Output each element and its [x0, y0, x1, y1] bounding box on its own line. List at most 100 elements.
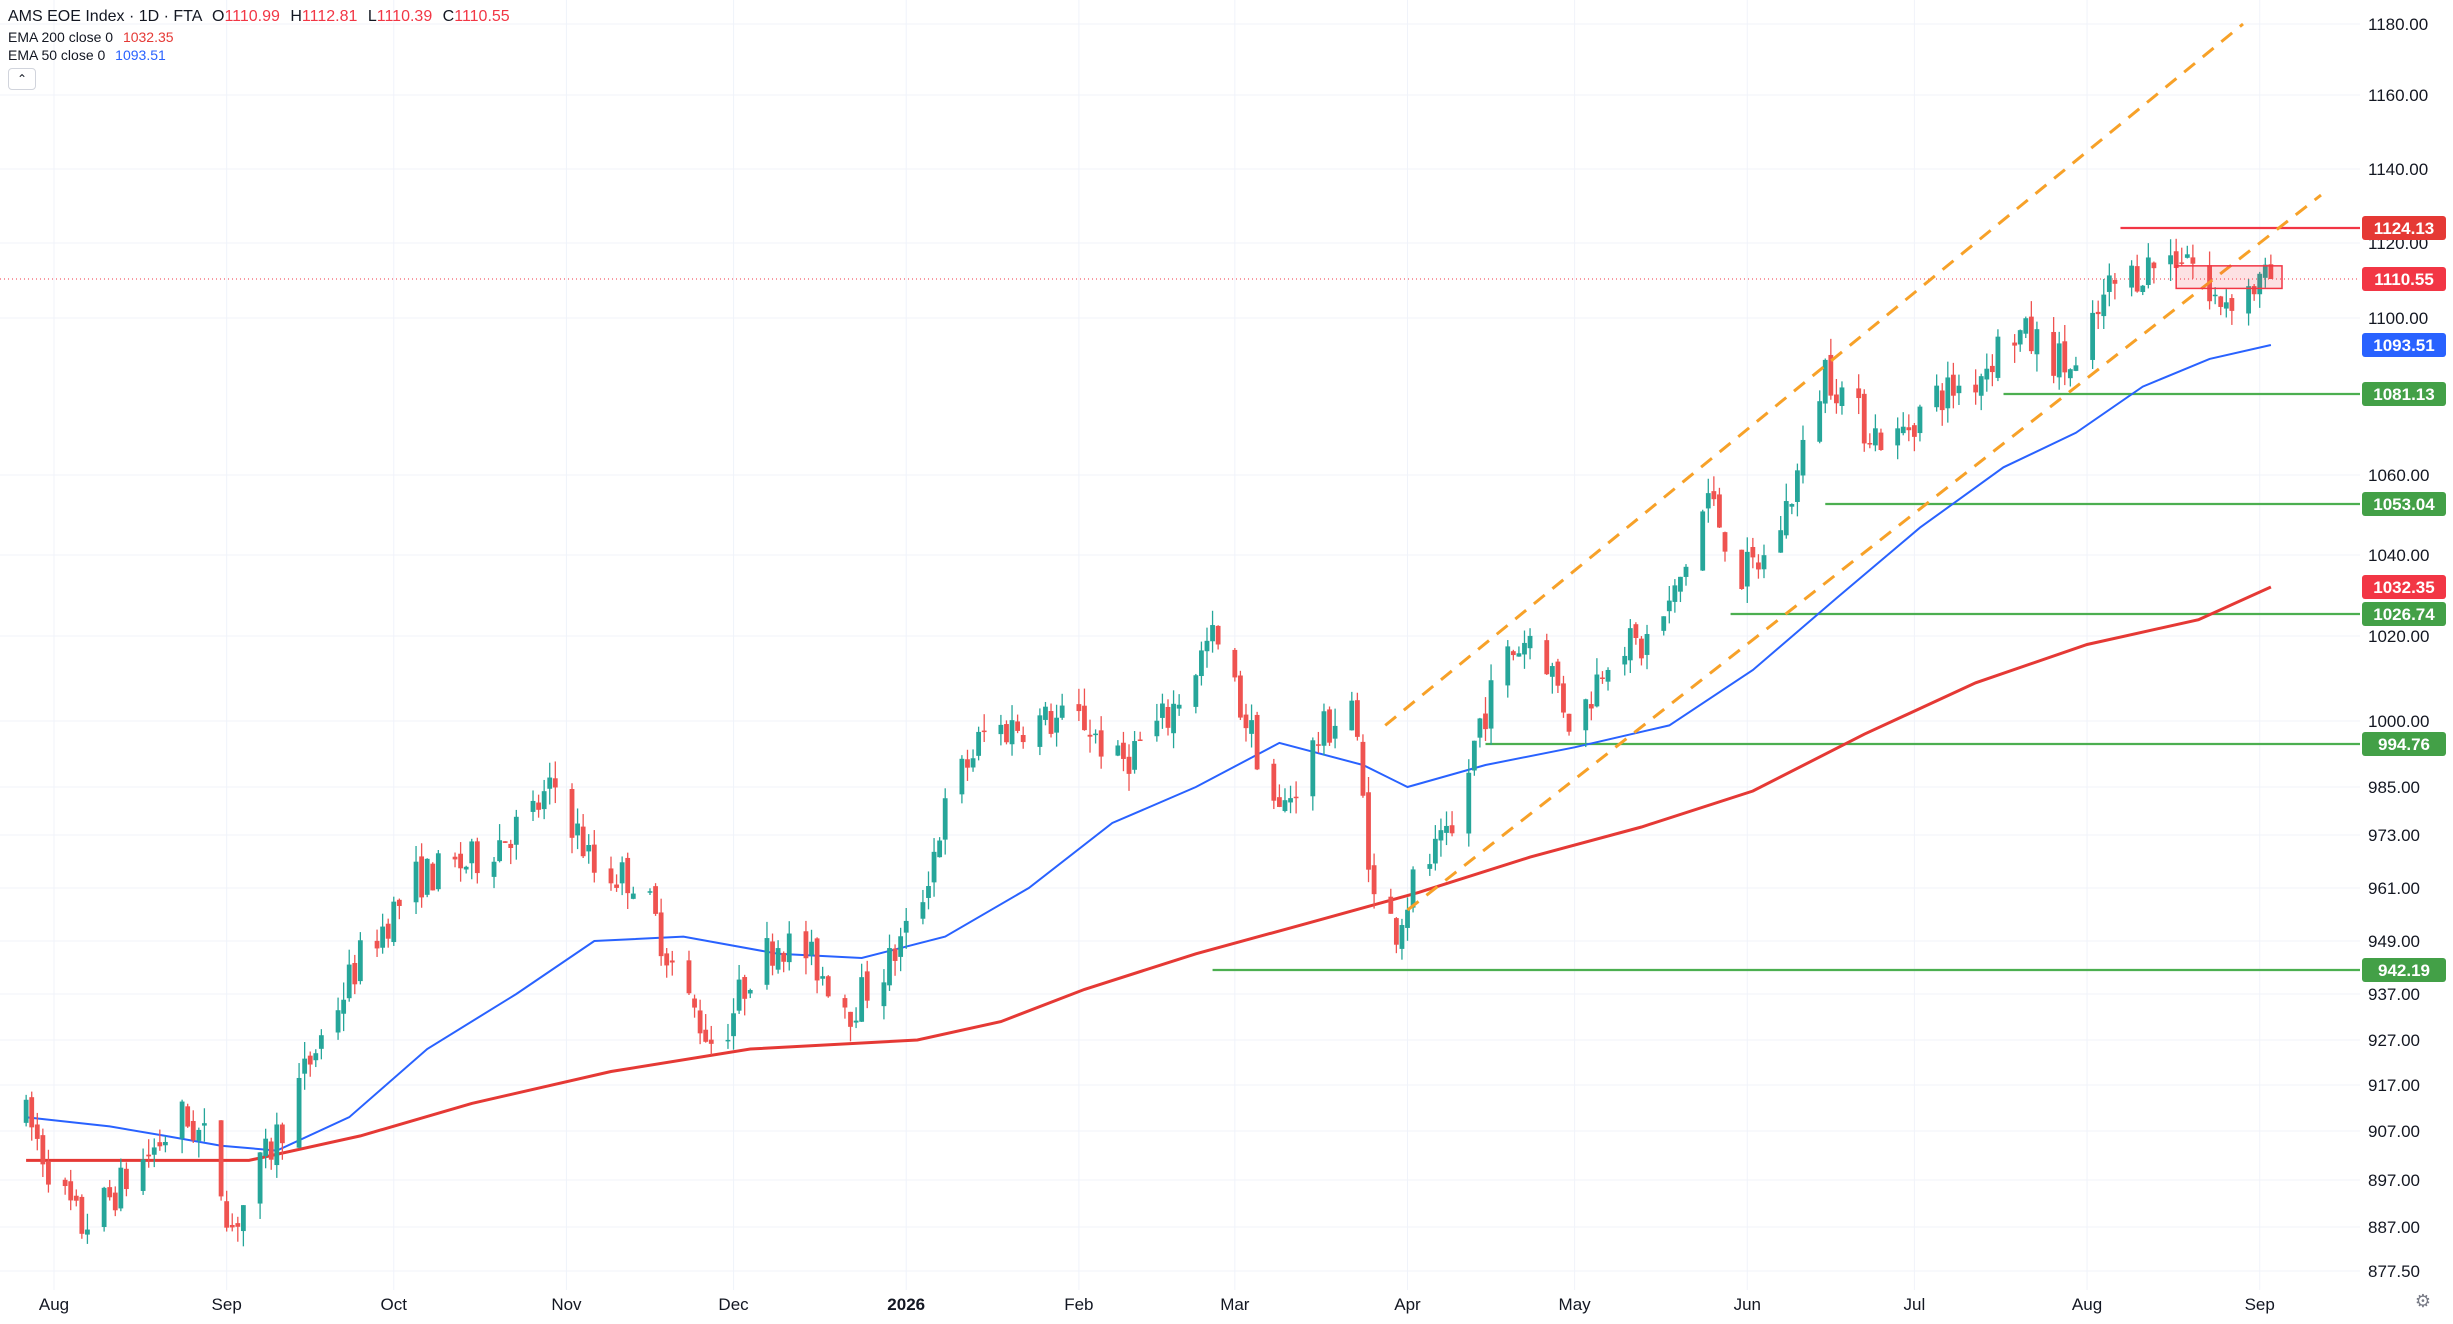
- candle-body: [2106, 275, 2112, 292]
- candle-body: [942, 798, 948, 840]
- candle-body: [1700, 511, 1706, 571]
- ema200-line: [26, 585, 2272, 1162]
- candle-body: [775, 948, 781, 970]
- candle-body: [179, 1101, 185, 1139]
- candle-body: [653, 886, 658, 914]
- candle-body: [2190, 257, 2196, 264]
- channel-line[interactable]: [1384, 22, 2244, 727]
- indicator-ema50-row[interactable]: EMA 50 close 0 1093.51: [8, 46, 510, 64]
- candle-body: [2017, 330, 2023, 345]
- price-badge-label: 1081.13: [2373, 385, 2434, 404]
- ohlc-open-key: O: [211, 8, 225, 25]
- candle-body: [1722, 532, 1728, 552]
- candle-body: [2073, 365, 2079, 371]
- candle-body: [1232, 649, 1238, 678]
- candle-body: [2012, 342, 2018, 346]
- candle-body: [2168, 255, 2173, 265]
- candle-body: [619, 862, 625, 884]
- candle-body: [2067, 369, 2073, 379]
- price-tick-label: 927.00: [2368, 1031, 2420, 1050]
- candle-body: [892, 948, 898, 961]
- candle-body: [2145, 257, 2151, 285]
- price-tick-label: 1160.00: [2368, 86, 2428, 105]
- time-tick-label: Sep: [2245, 1295, 2275, 1314]
- candle-body: [580, 826, 586, 857]
- candle-body: [1483, 713, 1488, 730]
- candle-body: [998, 724, 1004, 735]
- ema50-line: [25, 344, 2272, 1152]
- candle-body: [1644, 634, 1650, 655]
- candle-body: [1549, 666, 1555, 677]
- candle-body: [1310, 740, 1316, 797]
- candle-body: [29, 1097, 35, 1128]
- time-axis[interactable]: Aug Sep Oct Nov Dec 2026 Feb Mar Apr May Jun Jul Aug…: [39, 1295, 2275, 1314]
- candle-body: [1544, 640, 1550, 675]
- candle-body: [73, 1195, 79, 1201]
- ema50-path: [25, 344, 2272, 1152]
- time-tick-label: Dec: [718, 1295, 749, 1314]
- candle-body: [1238, 675, 1243, 718]
- time-tick-label: Jul: [1904, 1295, 1926, 1314]
- candle-body: [614, 884, 619, 888]
- candle-body: [23, 1099, 29, 1123]
- indicator-ema50-value: 1093.51: [115, 47, 166, 63]
- candle-body: [2184, 254, 2190, 258]
- candle-body: [1828, 354, 1834, 396]
- price-badge: [2362, 575, 2446, 599]
- candle-body: [419, 856, 425, 898]
- candle-body: [1750, 547, 1756, 558]
- candle-body: [463, 866, 469, 870]
- candle-body: [664, 953, 670, 966]
- candle-body: [185, 1106, 191, 1127]
- price-badge-label: 1026.74: [2373, 605, 2435, 624]
- candle-body: [1254, 714, 1260, 770]
- candle-body: [1154, 720, 1160, 737]
- price-tick-label: 907.00: [2368, 1122, 2420, 1141]
- time-tick-label: Aug: [2072, 1295, 2102, 1314]
- candle-body: [146, 1154, 152, 1157]
- candle-body: [1566, 713, 1572, 732]
- candle-body: [591, 844, 597, 873]
- candle-body: [2251, 286, 2257, 295]
- candle-body: [1678, 576, 1683, 592]
- candle-body: [747, 990, 753, 994]
- candle-body: [937, 840, 943, 858]
- candle-body: [1009, 720, 1015, 745]
- candle-body: [2140, 285, 2146, 292]
- price-badge: [2362, 216, 2446, 240]
- candle-body: [1978, 376, 1984, 396]
- candle-body: [2212, 294, 2218, 297]
- candle-body: [1020, 735, 1026, 743]
- candle-body: [1438, 830, 1444, 841]
- candle-body: [859, 977, 865, 1022]
- indicator-ema200-label: EMA 200 close 0: [8, 29, 114, 45]
- gear-icon[interactable]: ⚙: [2414, 1291, 2431, 1311]
- symbol-title[interactable]: AMS EOE Index · 1D · FTA: [8, 8, 202, 25]
- resistance-box: [2175, 265, 2283, 290]
- legend-collapse-button[interactable]: ⌃: [8, 68, 36, 90]
- candle-body: [1427, 864, 1433, 869]
- candle-body: [547, 777, 553, 789]
- candle-body: [781, 952, 787, 962]
- resistance-zone[interactable]: [2175, 265, 2283, 290]
- candle-body: [430, 863, 436, 891]
- candle-body: [1900, 426, 1906, 434]
- price-tick-label: 985.00: [2368, 778, 2420, 797]
- indicator-ema200-row[interactable]: EMA 200 close 0 1032.35: [8, 28, 510, 46]
- price-axis[interactable]: 1180.001160.001140.001120.001100.001060.…: [2368, 15, 2429, 1281]
- candle-body: [1165, 706, 1171, 728]
- candle-body: [1277, 797, 1282, 807]
- candle-body: [1249, 720, 1254, 734]
- time-tick-label: Oct: [381, 1295, 408, 1314]
- candlestick-series: [23, 238, 2274, 1247]
- price-tick-label: 961.00: [2368, 879, 2420, 898]
- indicator-ema50-label: EMA 50 close 0: [8, 47, 106, 63]
- channel-line[interactable]: [1406, 193, 2322, 912]
- candle-body: [1717, 494, 1722, 528]
- time-tick-label: Aug: [39, 1295, 69, 1314]
- candle-body: [2056, 343, 2062, 378]
- candle-body: [1627, 628, 1633, 661]
- candle-body: [1867, 443, 1873, 445]
- candle-body: [586, 845, 592, 852]
